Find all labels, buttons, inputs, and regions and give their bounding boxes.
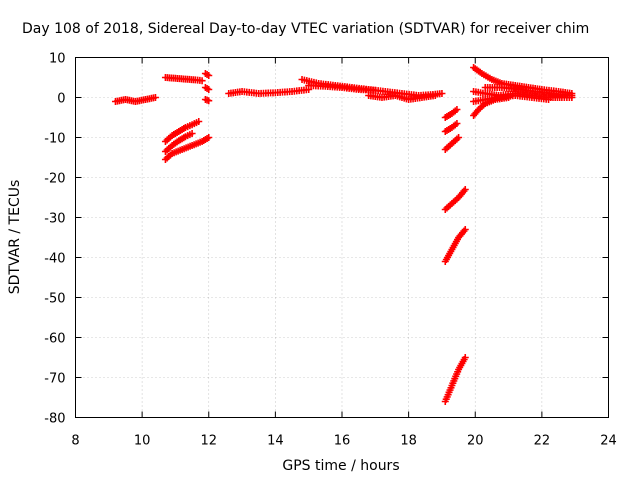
y-tick-label: -70 (44, 372, 65, 387)
axis-ticks (75, 57, 609, 418)
x-tick-label: 20 (467, 434, 484, 449)
data-point (431, 92, 439, 99)
data-point (205, 86, 213, 93)
x-tick-label: 14 (267, 434, 284, 449)
data-point (205, 134, 213, 141)
y-axis-label: SDTVAR / TECUs (7, 180, 23, 295)
x-tick-label: 18 (400, 434, 417, 449)
y-tick-label: -60 (44, 332, 65, 347)
series-arc-2 (161, 74, 206, 85)
x-tick-label: 12 (200, 434, 217, 449)
series-arc-23 (481, 84, 576, 99)
series-arc-6 (201, 70, 213, 79)
y-tick-label: -20 (44, 172, 65, 187)
data-point (505, 94, 513, 101)
y-tick-label: -30 (44, 212, 65, 227)
x-axis-label: GPS time / hours (282, 458, 399, 474)
series-arc-7 (201, 84, 213, 93)
data-point (453, 106, 461, 113)
series-arc-12 (365, 92, 439, 103)
series-arc-8 (201, 96, 213, 105)
data-point (455, 134, 463, 141)
data-point (205, 97, 213, 105)
y-tick-label: 10 (49, 52, 66, 67)
grid-lines (75, 57, 609, 418)
y-tick-label: -80 (44, 412, 65, 427)
x-tick-label: 22 (534, 434, 551, 449)
data-point (461, 226, 469, 233)
series-arc-17 (441, 226, 469, 265)
data-point (461, 354, 469, 361)
data-point (568, 92, 576, 99)
series-arc-21 (470, 92, 553, 105)
data-point (198, 77, 206, 85)
series-arc-4 (161, 130, 196, 155)
data-point (438, 90, 446, 97)
series-arc-15 (441, 134, 463, 153)
y-tick-label: -50 (44, 292, 65, 307)
x-tick-label: 10 (134, 434, 151, 449)
series-arc-9 (225, 86, 313, 97)
x-tick-labels: 8 10 12 14 16 18 20 22 24 (71, 434, 616, 449)
x-tick-label: 24 (600, 434, 617, 449)
x-tick-label: 16 (334, 434, 351, 449)
data-point (461, 186, 469, 193)
y-tick-label: -40 (44, 252, 65, 267)
data-point (205, 72, 213, 79)
series-arc-5 (161, 134, 213, 163)
chart-title: Day 108 of 2018, Sidereal Day-to-day VTE… (22, 21, 589, 37)
series-arc-13 (441, 106, 461, 121)
x-tick-label: 8 (71, 434, 79, 449)
data-point (195, 118, 203, 125)
y-tick-labels: 10 0 -10 -20 -30 -40 -50 -60 -70 -80 (44, 52, 65, 427)
data-point (371, 86, 379, 94)
series-arc-16 (441, 186, 469, 213)
data-point (453, 120, 461, 127)
data-points (111, 64, 576, 405)
data-point (151, 94, 159, 101)
series-arc-18 (441, 354, 469, 405)
series-arc-14 (441, 120, 461, 135)
series-arc-1 (111, 94, 159, 105)
series-arc-22 (470, 94, 513, 119)
data-point (188, 130, 196, 137)
data-point (545, 96, 553, 103)
y-tick-label: -10 (44, 132, 65, 147)
y-tick-label: 0 (57, 92, 65, 107)
series-arc-11 (305, 82, 379, 94)
series-arc-3 (161, 118, 203, 145)
